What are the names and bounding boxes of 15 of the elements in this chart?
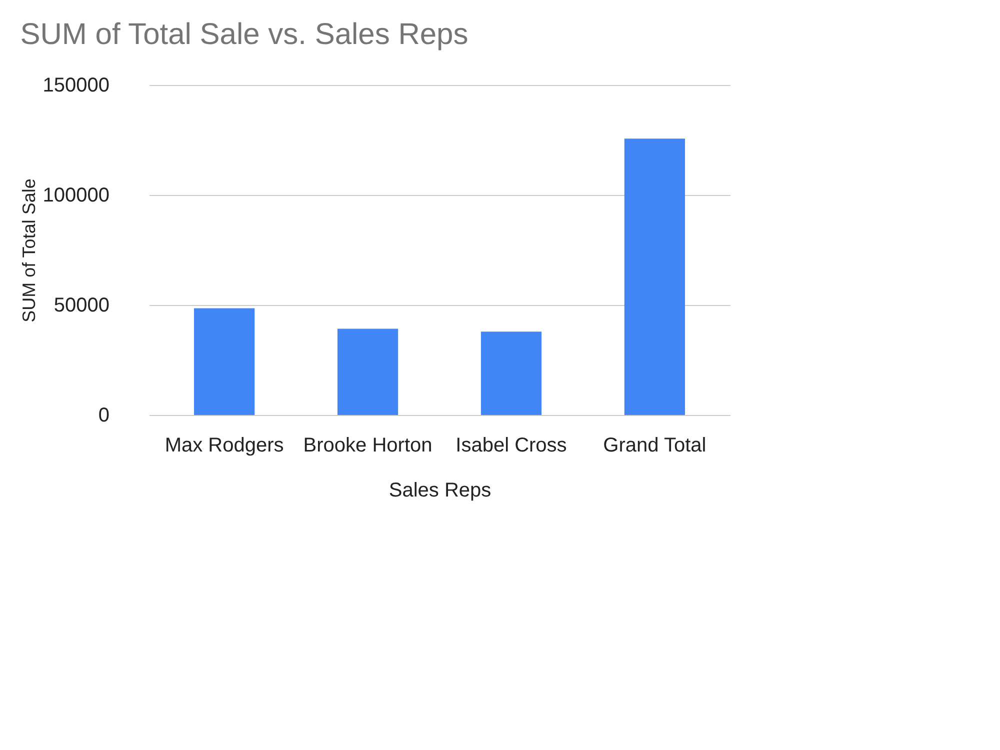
x-tick-label: Max Rodgers — [164, 434, 284, 456]
y-tick-label: 0 — [98, 404, 110, 426]
y-tick-label: 100000 — [42, 184, 110, 206]
x-tick-label: Brooke Horton — [303, 434, 432, 456]
bar — [194, 308, 255, 415]
bar — [337, 328, 398, 415]
y-axis-title: SUM of Total Sale — [18, 178, 39, 322]
y-tick-label: 50000 — [54, 294, 110, 316]
bar — [624, 138, 685, 415]
x-tick-label: Isabel Cross — [456, 434, 567, 456]
x-tick-label: Grand Total — [603, 434, 706, 456]
chart-title: SUM of Total Sale vs. Sales Reps — [20, 18, 468, 51]
bar — [480, 332, 542, 415]
x-axis-title: Sales Reps — [388, 480, 492, 502]
y-tick-label: 150000 — [42, 74, 110, 96]
